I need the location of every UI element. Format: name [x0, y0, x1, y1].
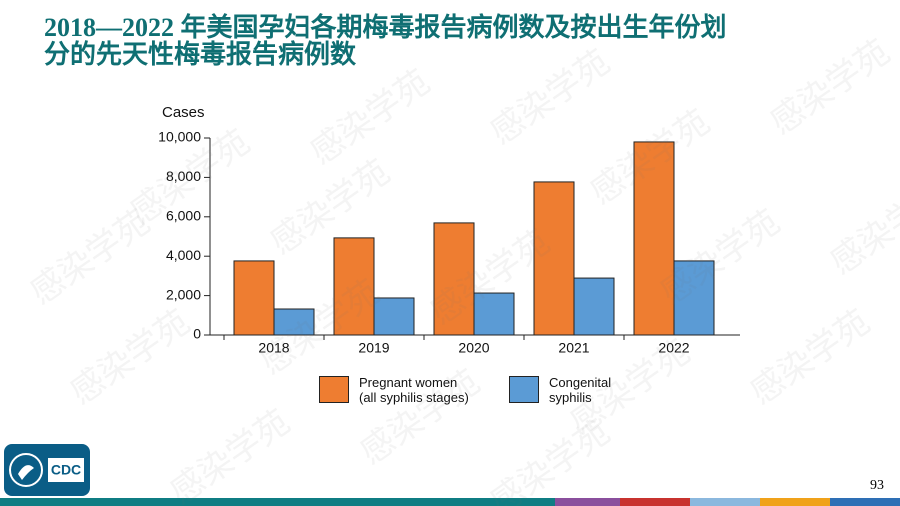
- y-tick-label: 4,000: [166, 247, 201, 263]
- y-axis-title: Cases: [162, 104, 205, 121]
- legend-label: Congenital syphilis: [549, 375, 612, 405]
- y-tick-label: 8,000: [166, 168, 201, 184]
- x-tick-label: 2018: [258, 340, 289, 356]
- y-tick-label: 2,000: [166, 286, 201, 302]
- bar: [473, 292, 515, 336]
- x-tick-label: 2019: [358, 340, 389, 356]
- bar: [333, 237, 375, 336]
- y-tick-label: 10,000: [158, 129, 201, 145]
- bar: [373, 297, 415, 336]
- bar: [273, 308, 315, 336]
- logo-text: CDC: [51, 462, 81, 478]
- y-tick-label: 0: [193, 326, 201, 342]
- legend-swatch: [509, 376, 539, 403]
- x-tick-label: 2020: [458, 340, 489, 356]
- bar: [573, 277, 615, 336]
- bottom-bar: [0, 498, 900, 506]
- y-tick-label: 6,000: [166, 208, 201, 224]
- legend-label: Pregnant women (all syphilis stages): [359, 375, 469, 405]
- bar: [633, 141, 675, 336]
- legend-swatch: [319, 376, 349, 403]
- page-number: 93: [870, 478, 884, 493]
- bar: [673, 260, 715, 336]
- bar: [533, 181, 575, 336]
- bar: [433, 222, 475, 336]
- slide-title: 2018—2022 年美国孕妇各期梅毒报告病例数及按出生年份划 分的先天性梅毒报…: [44, 13, 727, 69]
- bar: [233, 260, 275, 336]
- x-tick-label: 2022: [658, 340, 689, 356]
- cdc-logo: CDC: [4, 444, 90, 496]
- x-tick-label: 2021: [558, 340, 589, 356]
